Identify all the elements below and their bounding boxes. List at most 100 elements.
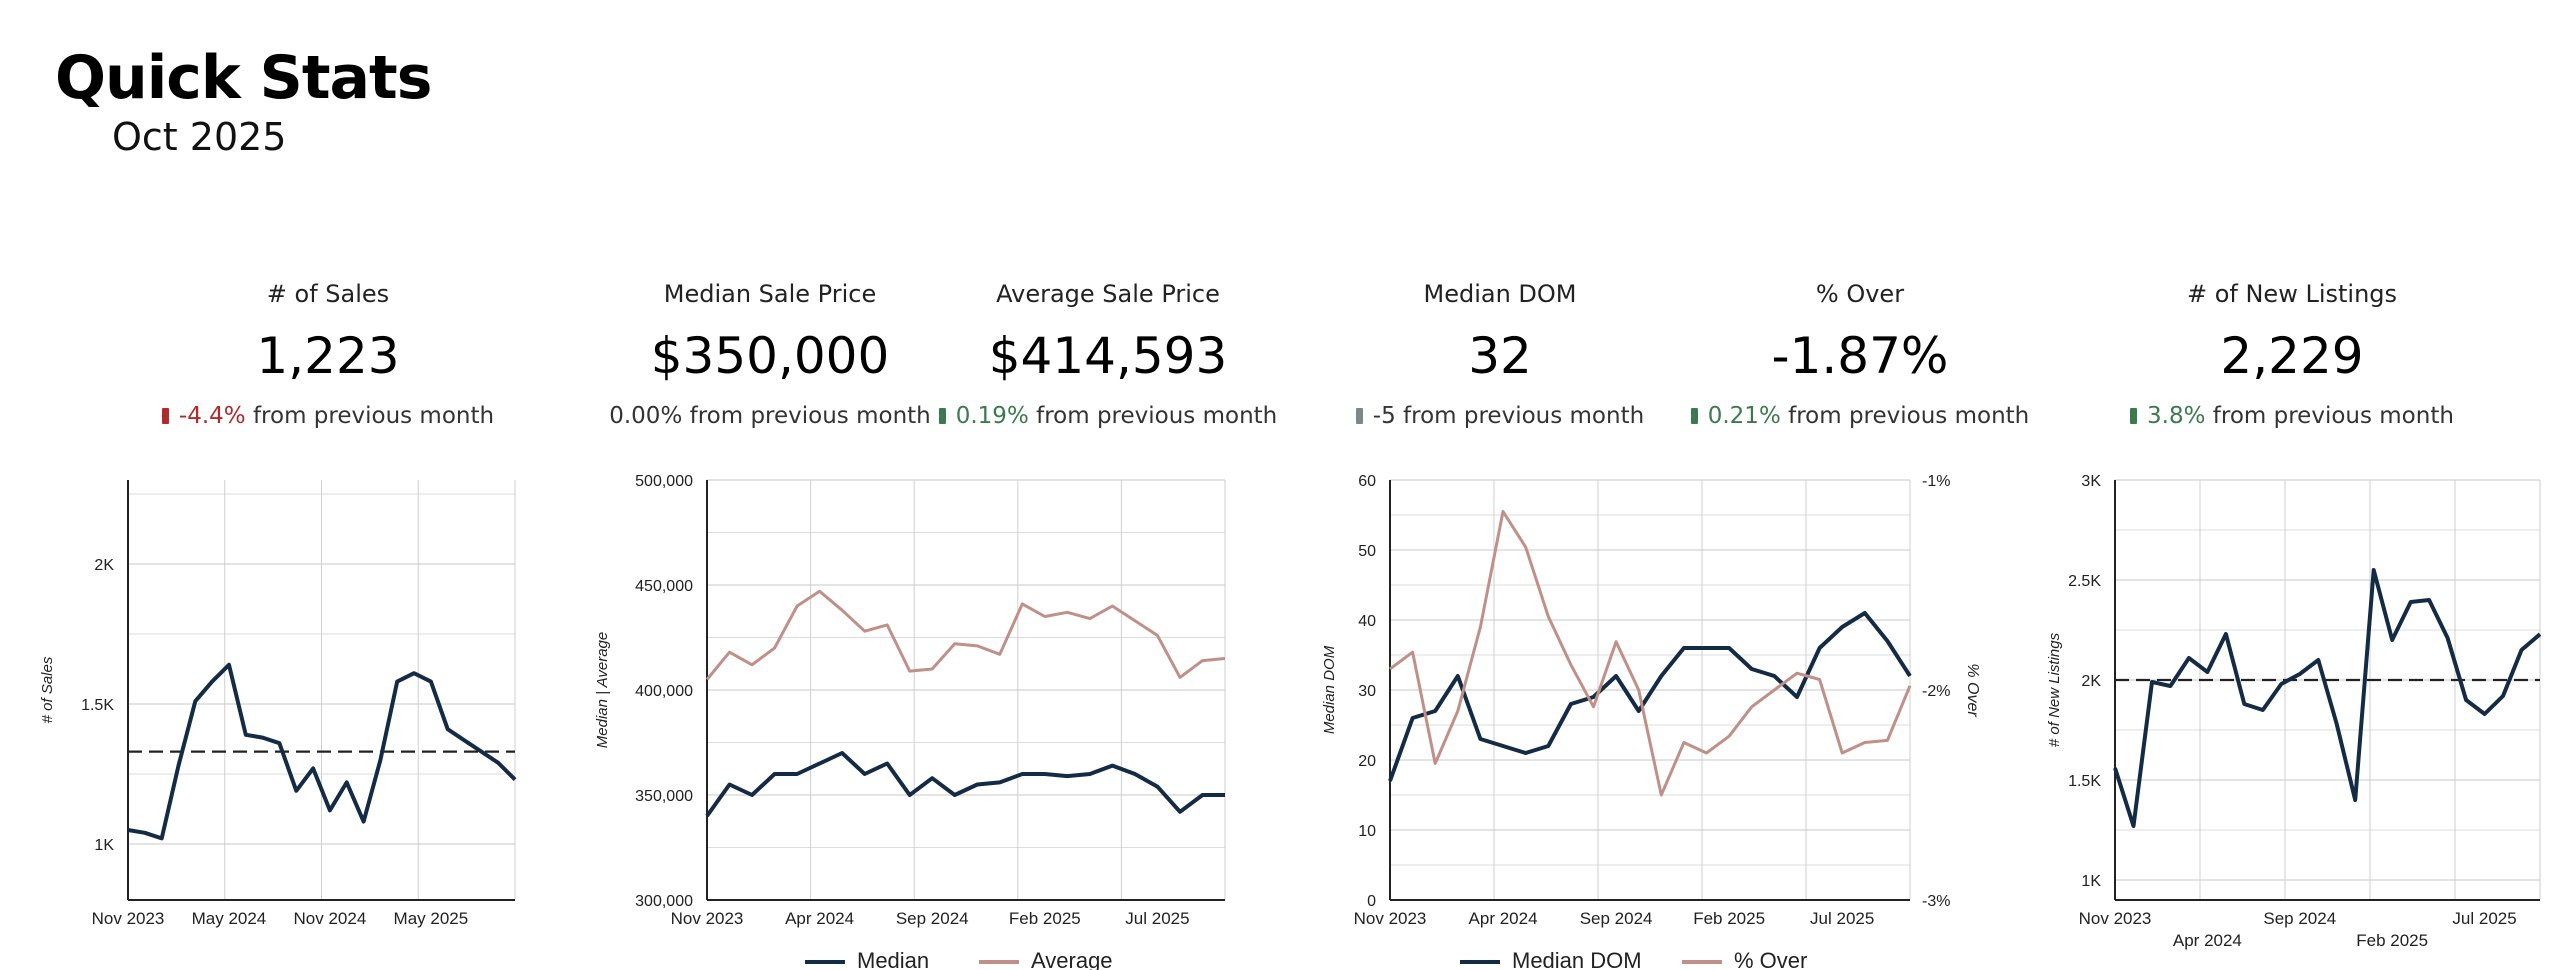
change-suffix: from previous month xyxy=(252,403,495,429)
x-tick-label: Feb 2025 xyxy=(1009,909,1081,928)
y-tick-label: 1.5K xyxy=(2068,773,2101,790)
x-tick-label: Sep 2024 xyxy=(1580,909,1653,928)
stat-value: 2,229 xyxy=(2220,327,2364,385)
up-arrow-icon xyxy=(938,408,946,424)
x-tick-label: Feb 2025 xyxy=(2356,931,2428,950)
x-tick-label: Apr 2024 xyxy=(1469,909,1538,928)
x-tick-label: Nov 2023 xyxy=(2079,909,2152,928)
stat-label: Median DOM xyxy=(1423,280,1577,308)
y-tick-label: 500,000 xyxy=(635,473,693,490)
change-suffix: from previous month xyxy=(689,403,931,429)
y-tick-label: 350,000 xyxy=(635,788,693,805)
x-tick-label: Nov 2023 xyxy=(671,909,744,928)
y-tick-label: 2.5K xyxy=(2068,573,2101,590)
y-axis-label: # of New Listings xyxy=(2046,632,2063,747)
change-value: 0.00% xyxy=(609,403,683,429)
y-tick-label: 0 xyxy=(1367,893,1376,910)
y-right-axis-label: % Over xyxy=(1964,663,1980,717)
y-tick-label: 30 xyxy=(1358,683,1376,700)
change-suffix: from previous month xyxy=(1036,403,1278,429)
change-suffix: from previous month xyxy=(1403,403,1645,429)
x-tick-label: Nov 2023 xyxy=(1354,909,1427,928)
y-tick-label: 2K xyxy=(94,557,114,574)
stat-value: 1,223 xyxy=(256,327,400,385)
x-tick-label: Apr 2024 xyxy=(785,909,854,928)
y-right-tick-label: -1% xyxy=(1922,473,1950,490)
change-value: 0.21% xyxy=(1707,403,1781,429)
series-line-median-dom xyxy=(1388,611,1912,782)
y-tick-label: 1K xyxy=(94,837,114,854)
legend-label: % Over xyxy=(1734,948,1807,970)
stat-label: Median Sale Price xyxy=(663,280,877,308)
stat-sales: # of Sales 1,223 -4.4% from previous mon… xyxy=(88,278,568,432)
change-value: 0.19% xyxy=(955,403,1029,429)
series-line-0 xyxy=(2113,568,2542,828)
x-tick-label: Sep 2024 xyxy=(2263,909,2336,928)
legend-label: Median DOM xyxy=(1512,948,1642,970)
page-title: Quick Stats xyxy=(55,43,432,113)
change-suffix: from previous month xyxy=(2212,403,2454,429)
y-axis-label: Median DOM xyxy=(1321,645,1338,734)
change-suffix: from previous month xyxy=(1788,403,2030,429)
new-listings-chart: 1K 1.5K 2K 2.5K 3K # of New Listings Nov 2023 A… xyxy=(2046,473,2542,950)
x-tick-label: Sep 2024 xyxy=(896,909,969,928)
x-tick-label: Nov 2024 xyxy=(294,909,367,928)
stat-change: 0.21% from previous month xyxy=(1620,400,2100,432)
x-tick-label: Jul 2025 xyxy=(1125,909,1189,928)
y-tick-label: 400,000 xyxy=(635,683,693,700)
y-tick-label: 20 xyxy=(1358,753,1376,770)
legend-label: Average xyxy=(1031,948,1113,970)
stat-change: 3.8% from previous month xyxy=(2052,400,2532,432)
y-tick-label: 2K xyxy=(2081,673,2101,690)
down-arrow-icon xyxy=(161,408,169,424)
stat-label: # of Sales xyxy=(266,280,390,308)
stat-value: $350,000 xyxy=(650,327,890,385)
sale-price-chart: 300,000 350,000 400,000 450,000 500,000 Media… xyxy=(594,473,1226,970)
stat-label: Average Sale Price xyxy=(996,280,1220,308)
stat-change: 0.19% from previous month xyxy=(868,400,1348,432)
stat-label: # of New Listings xyxy=(2186,280,2398,308)
stat-label: % Over xyxy=(1815,280,1905,308)
up-arrow-icon xyxy=(1690,408,1698,424)
stat-median-dom: Median DOM 32 -5 from previous month xyxy=(1260,278,1740,432)
y-axis-label: # of Sales xyxy=(39,656,56,723)
y-right-tick-label: -3% xyxy=(1922,893,1950,910)
y-tick-label: 1K xyxy=(2081,873,2101,890)
change-value: -4.4% xyxy=(178,403,246,429)
stat-change: -4.4% from previous month xyxy=(88,400,568,432)
stat-new-listings: # of New Listings 2,229 3.8% from previo… xyxy=(2052,278,2532,432)
y-tick-label: 60 xyxy=(1358,473,1376,490)
x-tick-label: Jul 2025 xyxy=(2452,909,2516,928)
stat-median-price: Median Sale Price $350,000 0.00% from pr… xyxy=(530,278,1010,432)
y-tick-label: 1.5K xyxy=(81,697,114,714)
change-value: 3.8% xyxy=(2147,403,2206,429)
page-subtitle: Oct 2025 xyxy=(112,115,287,159)
y-right-tick-label: -2% xyxy=(1922,683,1950,700)
stat-average-price: Average Sale Price $414,593 0.19% from p… xyxy=(868,278,1348,432)
y-tick-label: 50 xyxy=(1358,543,1376,560)
stat-percent-over: % Over -1.87% 0.21% from previous month xyxy=(1620,278,2100,432)
legend-label: Median xyxy=(857,948,929,970)
series-line-median xyxy=(705,751,1225,818)
stat-change: -5 from previous month xyxy=(1260,400,1740,432)
stat-value: 32 xyxy=(1468,327,1532,385)
series-line-average xyxy=(705,589,1226,681)
x-tick-label: Feb 2025 xyxy=(1693,909,1765,928)
x-tick-label: May 2024 xyxy=(192,909,267,928)
series-line--over xyxy=(1389,510,1912,797)
y-tick-label: 40 xyxy=(1358,613,1376,630)
y-tick-label: 450,000 xyxy=(635,578,693,595)
sales-chart: 1K 1.5K 2K # of Sales Nov 2023 May 2024 Nov 20… xyxy=(39,480,517,928)
x-tick-label: Apr 2024 xyxy=(2173,931,2242,950)
y-tick-label: 10 xyxy=(1358,823,1376,840)
x-tick-label: Jul 2025 xyxy=(1810,909,1874,928)
x-tick-label: May 2025 xyxy=(394,909,469,928)
stat-value: -1.87% xyxy=(1771,327,1949,385)
series-line-0 xyxy=(127,662,517,841)
up-arrow-icon xyxy=(2130,408,2138,424)
y-axis-label: Median | Average xyxy=(594,632,611,748)
change-value: -5 xyxy=(1372,403,1396,429)
dom-percent-over-chart: 0 10 20 30 40 50 60 -3% -2% -1% % Over Median DOM No… xyxy=(1321,473,1980,970)
stat-change: 0.00% from previous month xyxy=(530,400,1010,432)
y-tick-label: 3K xyxy=(2081,473,2101,490)
